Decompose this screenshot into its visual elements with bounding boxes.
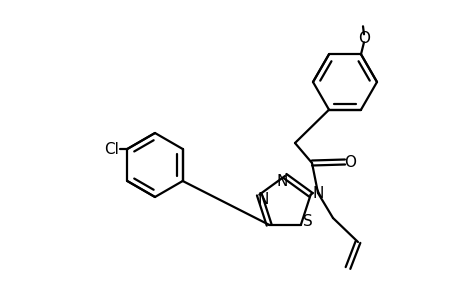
- Text: Cl: Cl: [104, 142, 118, 157]
- Text: O: O: [357, 31, 369, 46]
- Text: O: O: [343, 154, 355, 169]
- Text: N: N: [312, 185, 323, 200]
- Text: N: N: [257, 192, 269, 207]
- Text: S: S: [302, 214, 312, 229]
- Text: N: N: [276, 173, 287, 188]
